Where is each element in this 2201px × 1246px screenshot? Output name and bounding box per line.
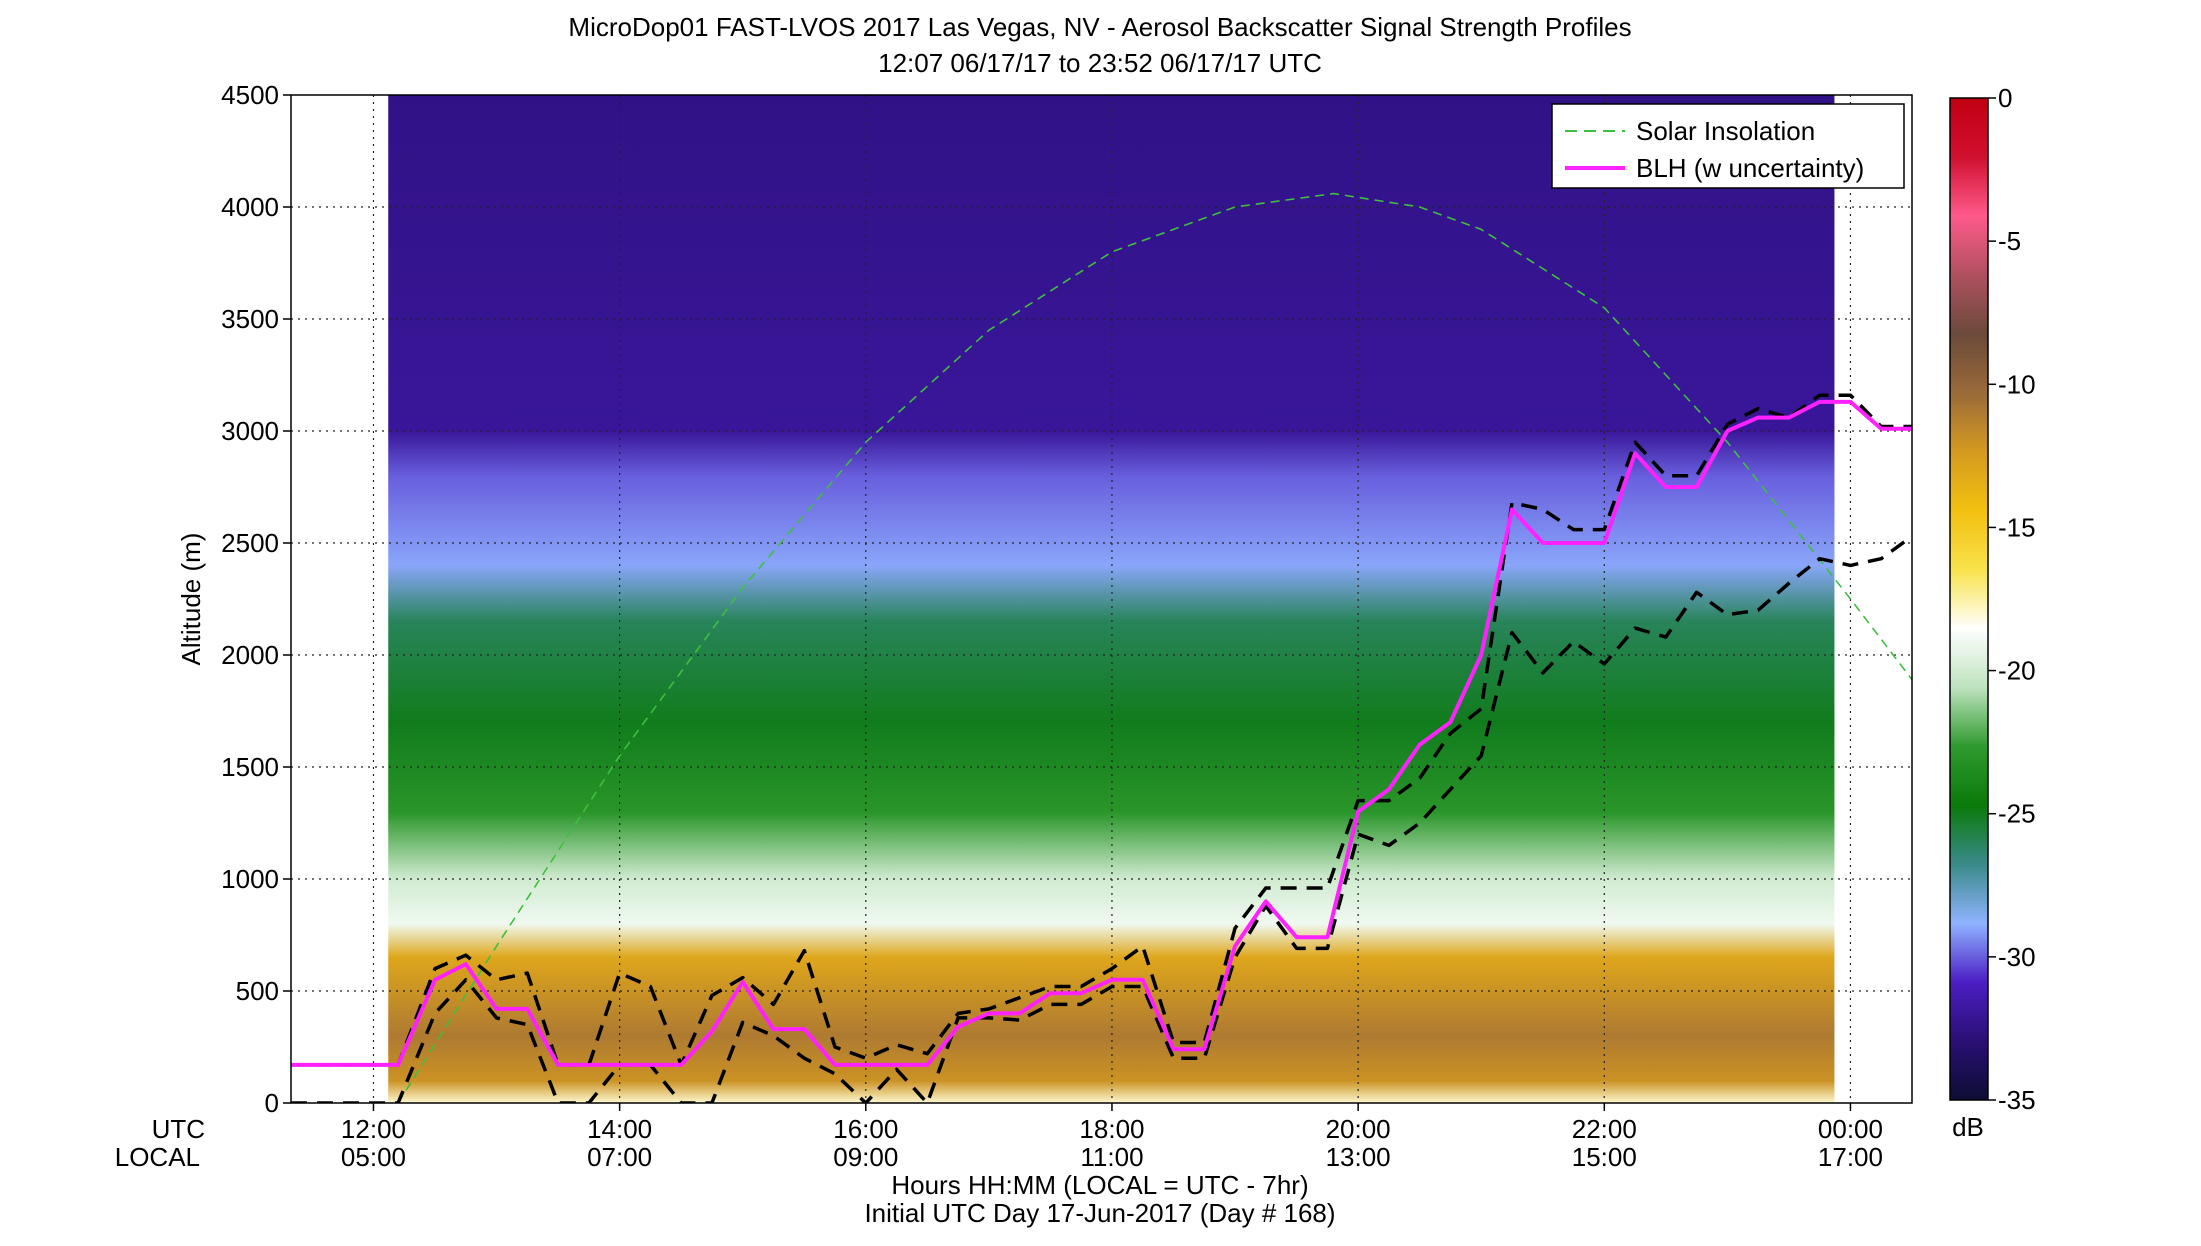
x-axis-label-day: Initial UTC Day 17-Jun-2017 (Day # 168) bbox=[864, 1198, 1335, 1228]
y-tick-label: 4500 bbox=[221, 80, 279, 110]
plot-area bbox=[290, 94, 1913, 1104]
series-solar-insolation bbox=[397, 192, 1912, 1103]
chart-title: MicroDop01 FAST-LVOS 2017 Las Vegas, NV … bbox=[568, 12, 1631, 42]
y-tick-label: 3000 bbox=[221, 416, 279, 446]
y-tick-label: 4000 bbox=[221, 192, 279, 222]
grid bbox=[291, 95, 1912, 1103]
x-tick-label-local: 13:00 bbox=[1326, 1142, 1391, 1172]
x-tick-label-utc: 20:00 bbox=[1326, 1114, 1391, 1144]
x-tick-label-utc: 18:00 bbox=[1079, 1114, 1144, 1144]
x-row-label-utc: UTC bbox=[152, 1114, 205, 1144]
legend: Solar Insolation BLH (w uncertainty) bbox=[1551, 103, 1905, 189]
y-tick-label: 1500 bbox=[221, 752, 279, 782]
heatmap bbox=[388, 95, 1835, 1103]
x-tick-label-local: 05:00 bbox=[341, 1142, 406, 1172]
y-tick-label: 500 bbox=[236, 976, 279, 1006]
y-tick-label: 1000 bbox=[221, 864, 279, 894]
series-blh-upper bbox=[291, 393, 1912, 1067]
y-tick-label: 2000 bbox=[221, 640, 279, 670]
x-axis-label: Hours HH:MM (LOCAL = UTC - 7hr) bbox=[891, 1170, 1308, 1200]
plot-frame bbox=[290, 94, 1913, 1104]
series-blh-lower bbox=[291, 534, 1912, 1103]
x-tick-label-local: 07:00 bbox=[587, 1142, 652, 1172]
series-blh bbox=[291, 399, 1912, 1067]
chart-subtitle: 12:07 06/17/17 to 23:52 06/17/17 UTC bbox=[878, 48, 1322, 78]
colorbar-tick-label: -15 bbox=[1998, 512, 2036, 542]
colorbar-tick-label: -20 bbox=[1998, 656, 2036, 686]
x-tick-label-utc: 14:00 bbox=[587, 1114, 652, 1144]
x-tick-label-utc: 00:00 bbox=[1818, 1114, 1883, 1144]
colorbar-tick-label: -10 bbox=[1998, 369, 2036, 399]
colorbar-tick-label: -25 bbox=[1998, 799, 2036, 829]
x-tick-label-local: 11:00 bbox=[1080, 1142, 1143, 1172]
y-axis-label: Altitude (m) bbox=[176, 533, 206, 666]
x-tick-label-local: 09:00 bbox=[833, 1142, 898, 1172]
x-tick-label-local: 15:00 bbox=[1572, 1142, 1637, 1172]
heatmap-layers bbox=[388, 95, 1835, 1103]
colorbar-tick-label: -35 bbox=[1998, 1085, 2036, 1115]
y-tick-label: 2500 bbox=[221, 528, 279, 558]
legend-label-solar: Solar Insolation bbox=[1636, 116, 1815, 146]
x-row-label-local: LOCAL bbox=[115, 1142, 200, 1172]
colorbar: 0 -5 -10 -15 -20 -25 -30 -35 dB bbox=[1949, 83, 2036, 1142]
colorbar-tick-label: -5 bbox=[1998, 226, 2021, 256]
y-tick-label: 3500 bbox=[221, 304, 279, 334]
x-tick-label-utc: 16:00 bbox=[833, 1114, 898, 1144]
y-tick-label: 0 bbox=[265, 1088, 279, 1118]
y-axis: 0 500 1000 1500 2000 2500 3000 3500 4000 4500 bbox=[221, 80, 291, 1118]
colorbar-tick-label: 0 bbox=[1998, 83, 2012, 113]
colorbar-unit: dB bbox=[1952, 1112, 1984, 1142]
x-tick-label-local: 17:00 bbox=[1818, 1142, 1883, 1172]
legend-label-blh: BLH (w uncertainty) bbox=[1636, 153, 1864, 183]
x-tick-label-utc: 12:00 bbox=[341, 1114, 406, 1144]
colorbar-tick-label: -30 bbox=[1998, 942, 2036, 972]
colorbar-gradient bbox=[1949, 97, 1989, 1101]
colorbar-ticks: 0 -5 -10 -15 -20 -25 -30 -35 bbox=[1988, 83, 2036, 1115]
series-layer bbox=[291, 192, 1912, 1103]
x-tick-label-utc: 22:00 bbox=[1572, 1114, 1637, 1144]
legend-box bbox=[1551, 103, 1905, 189]
